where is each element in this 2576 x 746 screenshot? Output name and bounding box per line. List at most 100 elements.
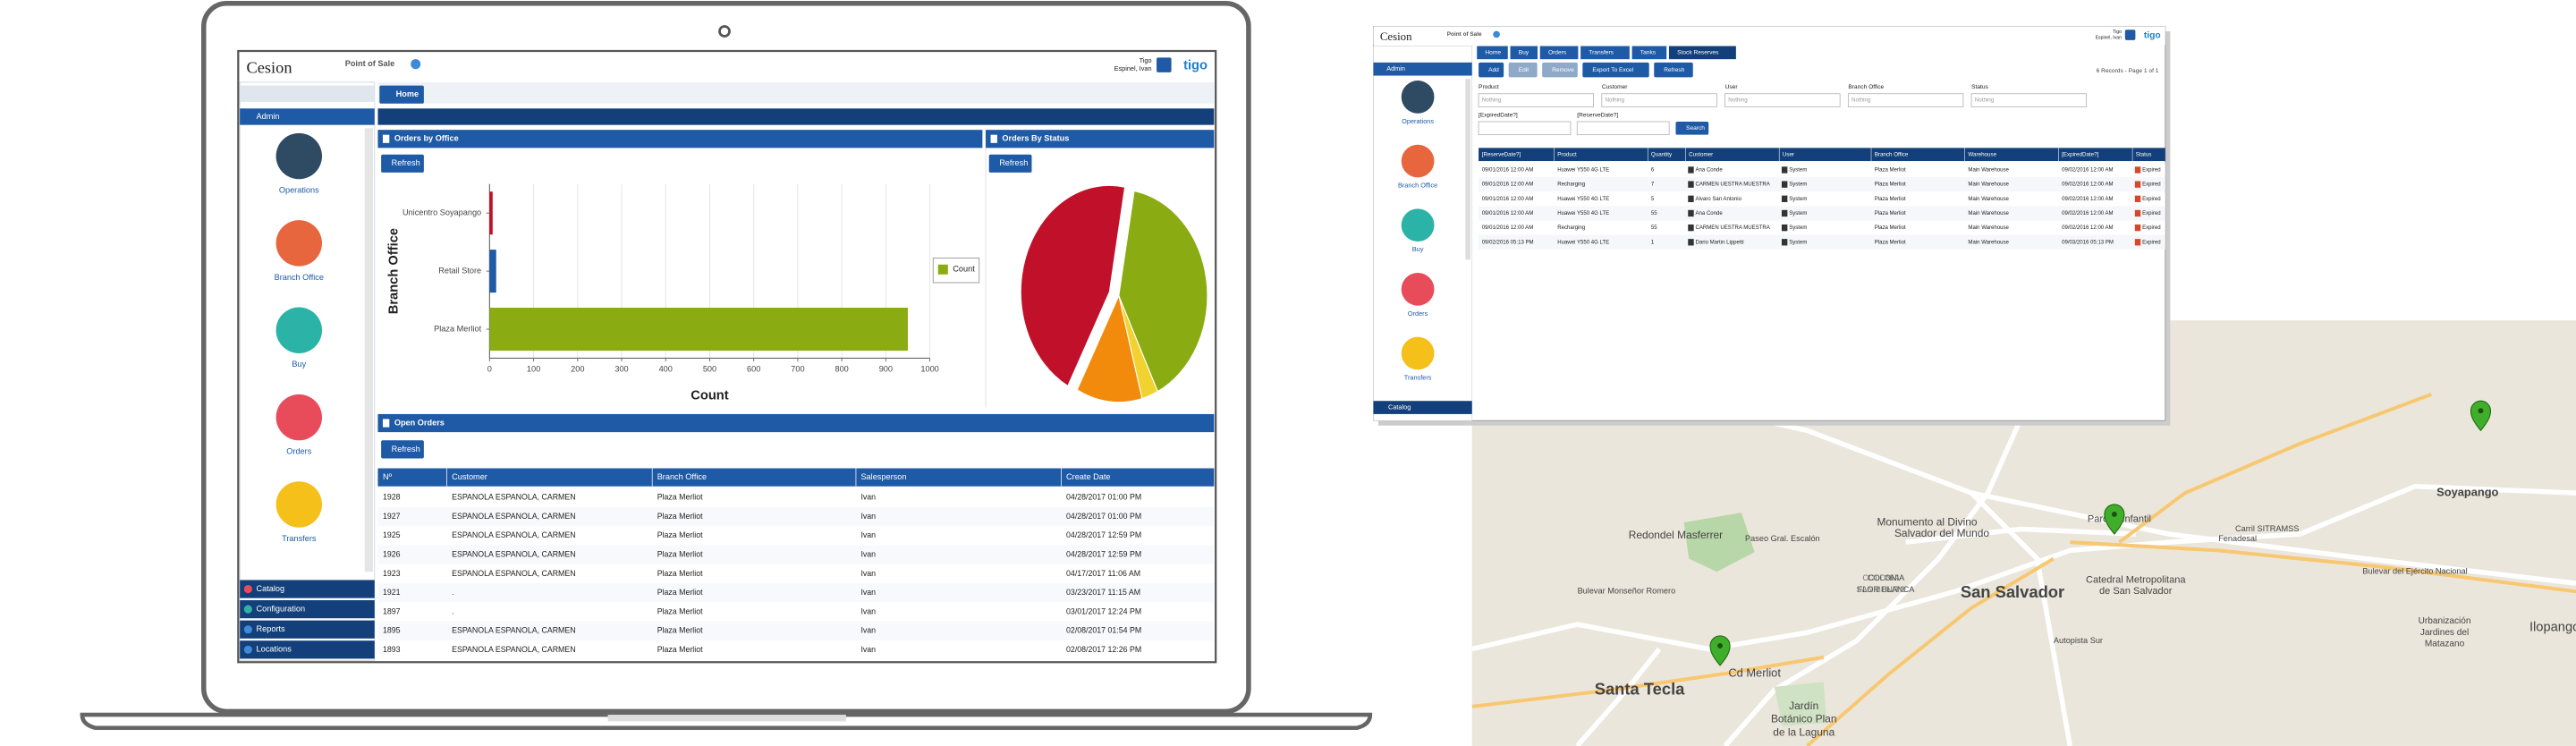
tab[interactable] bbox=[1668, 46, 1736, 60]
sidebar-item[interactable]: Branch Office bbox=[1398, 182, 1437, 190]
date-input[interactable] bbox=[1478, 121, 1572, 136]
button-label[interactable]: Refresh bbox=[392, 158, 420, 167]
tab[interactable] bbox=[1631, 46, 1667, 60]
table-row bbox=[1479, 206, 2165, 221]
button-label[interactable]: Export To Excel bbox=[1592, 67, 1633, 73]
button[interactable] bbox=[1582, 62, 1649, 78]
sidebar-icon[interactable] bbox=[1401, 272, 1435, 306]
sidebar-item[interactable]: Orders bbox=[1408, 309, 1428, 318]
sidebar-top bbox=[240, 85, 375, 102]
tab-label[interactable]: Buy bbox=[1519, 50, 1530, 56]
table-cell: ESPANOLA ESPANOLA, CARMEN bbox=[452, 493, 576, 502]
placeholder[interactable]: Nothing bbox=[1728, 97, 1748, 104]
filter-input[interactable] bbox=[1847, 93, 1964, 107]
tab[interactable] bbox=[1580, 46, 1630, 60]
button[interactable] bbox=[988, 154, 1032, 173]
table-cell: ESPANOLA ESPANOLA, CARMEN bbox=[452, 626, 576, 635]
sidebar-footer-item[interactable] bbox=[240, 640, 375, 659]
sidebar-footer-item[interactable] bbox=[240, 620, 375, 639]
button[interactable] bbox=[1542, 62, 1578, 78]
filter-input[interactable] bbox=[1601, 93, 1717, 107]
table-cell: 55 bbox=[1651, 211, 1657, 216]
placeholder[interactable]: Nothing bbox=[1975, 97, 1995, 104]
sidebar-footer-item[interactable] bbox=[240, 600, 375, 619]
date-input[interactable] bbox=[1576, 121, 1670, 136]
sidebar-icon[interactable] bbox=[275, 481, 322, 528]
placeholder[interactable]: Nothing bbox=[1605, 97, 1624, 104]
tab[interactable] bbox=[1510, 46, 1538, 60]
table-cell: 03/01/2017 12:24 PM bbox=[1066, 606, 1141, 615]
table-cell: System bbox=[1789, 211, 1807, 216]
sidebar-icon[interactable] bbox=[275, 132, 322, 180]
table-cell: 6 bbox=[1651, 168, 1655, 174]
cell-icon bbox=[2134, 166, 2141, 174]
button-label[interactable]: Remove bbox=[1552, 67, 1574, 73]
placeholder[interactable]: Nothing bbox=[1482, 97, 1502, 104]
placeholder[interactable]: Nothing bbox=[1852, 97, 1871, 104]
sidebar-icon[interactable] bbox=[1401, 144, 1435, 178]
filter-label: Customer bbox=[1602, 84, 1628, 90]
button[interactable] bbox=[381, 440, 424, 459]
sidebar-item[interactable]: Orders bbox=[286, 447, 311, 456]
tab[interactable] bbox=[1539, 46, 1579, 60]
tab-label[interactable]: Home bbox=[1485, 50, 1501, 56]
sidebar-icon[interactable] bbox=[1401, 208, 1435, 242]
highway bbox=[2118, 392, 2433, 544]
button-label[interactable]: Refresh bbox=[1664, 67, 1684, 73]
sidebar-footer-label[interactable]: Catalog bbox=[1388, 403, 1411, 411]
filter-input[interactable] bbox=[1724, 93, 1841, 107]
sidebar-icon[interactable] bbox=[1401, 81, 1435, 114]
x-tick-label: 500 bbox=[703, 365, 716, 374]
button[interactable] bbox=[1654, 62, 1693, 78]
filter-label: User bbox=[1725, 84, 1739, 90]
table-cell: ESPANOLA ESPANOLA, CARMEN bbox=[452, 530, 576, 539]
tab-label[interactable]: Home bbox=[396, 89, 419, 98]
cell-icon bbox=[2134, 239, 2141, 246]
sidebar-item[interactable]: Transfers bbox=[1404, 373, 1432, 381]
sidebar-footer-item[interactable] bbox=[1373, 401, 1472, 414]
filter-input[interactable] bbox=[1970, 93, 2088, 107]
user-icon bbox=[1157, 57, 1172, 72]
column-header: Product bbox=[1557, 151, 1577, 157]
sidebar-footer-label[interactable]: Catalog bbox=[257, 584, 285, 593]
table-cell: Ana Conde bbox=[1696, 168, 1724, 174]
logo: Cesion bbox=[1380, 30, 1412, 43]
tab[interactable] bbox=[379, 85, 424, 104]
filter-input[interactable] bbox=[1478, 93, 1595, 107]
module-name: Point of Sale bbox=[345, 59, 395, 68]
button-label[interactable]: Refresh bbox=[392, 445, 420, 454]
sidebar-footer-label[interactable]: Reports bbox=[257, 624, 286, 633]
tab-label[interactable]: Stock Reserves bbox=[1677, 50, 1719, 56]
sidebar-icon[interactable] bbox=[275, 220, 322, 267]
tab[interactable] bbox=[1477, 46, 1508, 60]
sidebar-item[interactable]: Transfers bbox=[282, 534, 317, 543]
sidebar-icon[interactable] bbox=[1401, 336, 1435, 370]
sidebar-item[interactable]: Branch Office bbox=[275, 273, 324, 282]
panel-icon bbox=[382, 419, 390, 428]
park bbox=[1774, 682, 1827, 726]
sidebar-item[interactable]: Buy bbox=[1412, 245, 1424, 253]
tab-label[interactable]: Tanks bbox=[1640, 50, 1657, 56]
button-label[interactable]: Edit bbox=[1519, 67, 1530, 73]
sidebar-scroll bbox=[364, 128, 373, 572]
button-label[interactable]: Refresh bbox=[999, 158, 1028, 167]
sidebar-icon[interactable] bbox=[275, 307, 322, 353]
sidebar-footer-item[interactable] bbox=[240, 580, 375, 598]
sidebar-footer-label[interactable]: Configuration bbox=[257, 605, 306, 614]
sidebar-item[interactable]: Buy bbox=[292, 360, 306, 369]
sidebar-item[interactable]: Operations bbox=[1402, 117, 1434, 125]
sidebar-footer-label[interactable]: Locations bbox=[257, 645, 292, 654]
footer-icon bbox=[243, 605, 252, 614]
button[interactable] bbox=[381, 154, 424, 173]
cell-icon bbox=[1688, 166, 1694, 174]
button[interactable] bbox=[1479, 62, 1504, 78]
table-row bbox=[377, 640, 1215, 660]
sidebar-item[interactable]: Operations bbox=[279, 186, 319, 195]
tab-label[interactable]: Orders bbox=[1548, 50, 1567, 56]
button-label[interactable]: Add bbox=[1488, 67, 1499, 73]
tab-label[interactable]: Transfers bbox=[1589, 50, 1614, 56]
button[interactable] bbox=[1508, 62, 1538, 78]
sidebar-icon[interactable] bbox=[275, 394, 322, 441]
button[interactable] bbox=[1675, 121, 1709, 135]
button-label[interactable]: Search bbox=[1686, 125, 1705, 131]
